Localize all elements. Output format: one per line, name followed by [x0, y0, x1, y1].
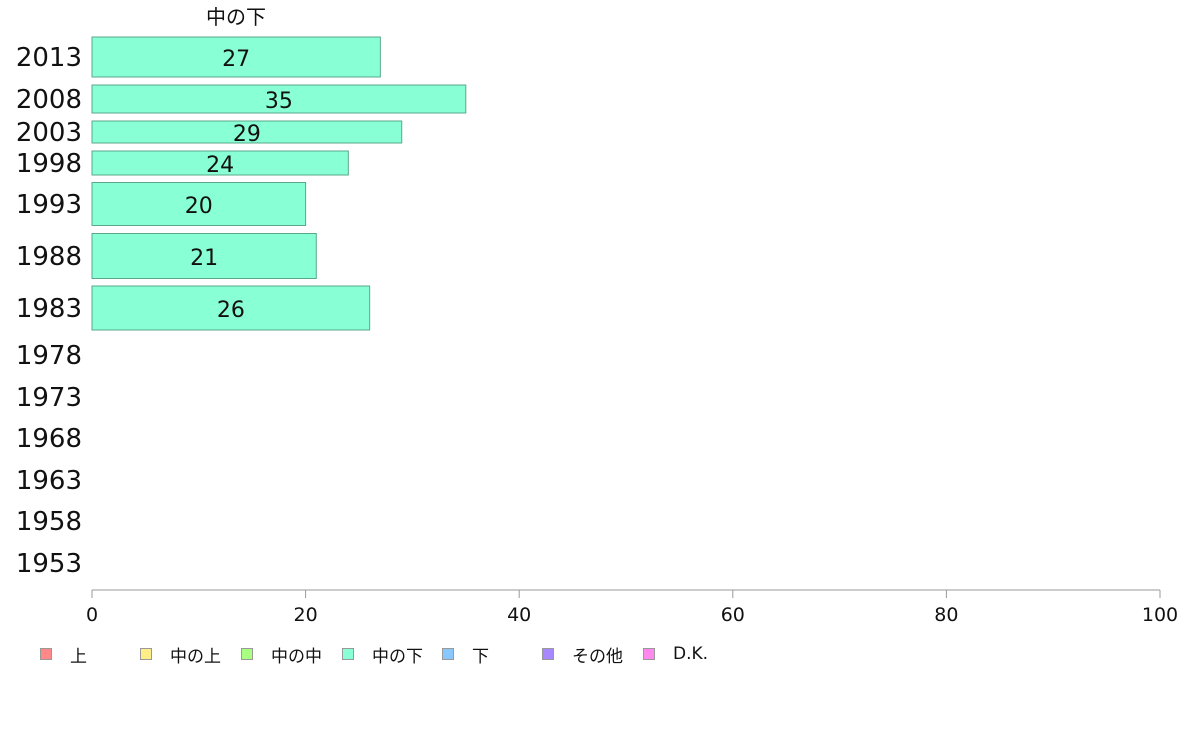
x-tick-label: 60: [721, 604, 745, 626]
legend-label: 上: [70, 646, 87, 667]
legend-item: その他: [542, 640, 623, 668]
bar: [91, 120, 403, 144]
y-tick-label: 1998: [16, 149, 82, 179]
legend-item: D.K.: [643, 640, 708, 668]
legend-item: 下: [442, 640, 489, 668]
y-tick-label: 1958: [16, 507, 82, 537]
bar-data-label: 21: [190, 246, 218, 271]
legend-label: その他: [572, 646, 623, 667]
x-tick-label: 40: [507, 604, 531, 626]
bar-data-label: 24: [206, 153, 234, 178]
legend-swatch: [643, 648, 655, 660]
y-tick-label: 1963: [16, 466, 82, 496]
bar-data-label: 29: [233, 122, 261, 147]
legend-swatch: [40, 648, 52, 660]
x-tick-label: 80: [934, 604, 958, 626]
legend-label: D.K.: [673, 644, 709, 664]
x-tick-label: 0: [86, 604, 98, 626]
legend-swatch: [241, 648, 253, 660]
legend: 上 中の上 中の中 中の下 下 その他 D.K.: [0, 640, 1188, 668]
legend-label: 中の下: [372, 646, 423, 667]
legend-item: 中の下: [342, 640, 423, 668]
x-tick-label: 100: [1142, 604, 1178, 626]
legend-swatch: [442, 648, 454, 660]
legend-swatch: [542, 648, 554, 660]
legend-item: 上: [40, 640, 87, 668]
y-tick-label: 1983: [16, 294, 82, 324]
bar: [91, 182, 307, 226]
legend-label: 中の中: [271, 646, 322, 667]
legend-label: 下: [472, 646, 489, 667]
bar: [91, 285, 371, 331]
y-tick-label: 1978: [16, 341, 82, 371]
legend-item: 中の中: [241, 640, 322, 668]
bar: [91, 36, 381, 78]
y-tick-label: 1993: [16, 190, 82, 220]
chart-title: 中の下: [206, 5, 266, 29]
y-tick-label: 2003: [16, 118, 82, 148]
y-tick-label: 1953: [16, 549, 82, 579]
legend-item: 中の上: [140, 640, 221, 668]
bar-data-label: 27: [222, 47, 250, 72]
x-tick-label: 20: [294, 604, 318, 626]
bar: [91, 233, 317, 279]
legend-label: 中の上: [170, 646, 221, 667]
bar-data-label: 20: [185, 194, 213, 219]
legend-swatch: [342, 648, 354, 660]
y-tick-label: 2013: [16, 43, 82, 73]
bar-data-label: 35: [265, 89, 293, 114]
bar: [91, 84, 467, 114]
y-tick-label: 2008: [16, 85, 82, 115]
bar-data-label: 26: [217, 298, 245, 323]
x-axis: 0 20 40 60 80 100: [86, 589, 1178, 626]
y-tick-label: 1973: [16, 383, 82, 413]
legend-swatch: [140, 648, 152, 660]
y-tick-label: 1988: [16, 242, 82, 272]
bar: [91, 150, 349, 176]
y-tick-label: 1968: [16, 424, 82, 454]
